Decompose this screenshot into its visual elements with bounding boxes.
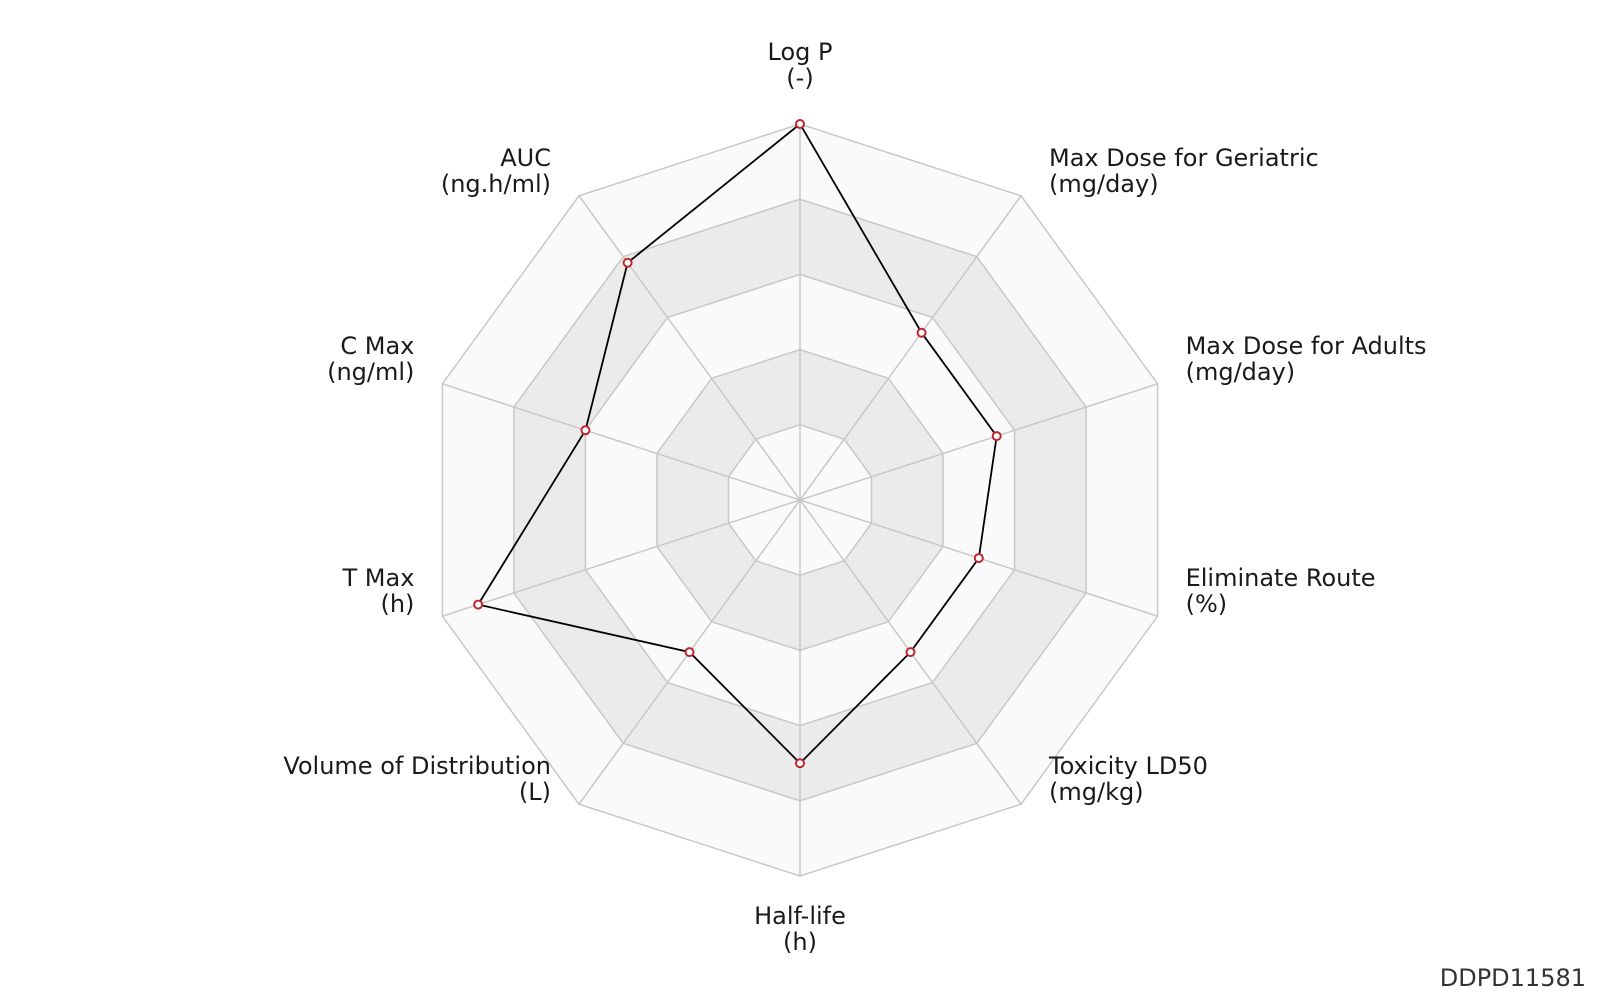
axis-label-unit: (h) (380, 590, 414, 618)
data-point-5 (795, 758, 805, 769)
radar-axis-labels: Log P(-)Max Dose for Geriatric(mg/day)Ma… (283, 38, 1426, 956)
axis-label-unit: (ng/ml) (327, 358, 414, 386)
data-point-3 (973, 553, 984, 564)
axis-label-unit: (h) (783, 928, 817, 956)
axis-label-unit: (mg/kg) (1049, 778, 1144, 806)
axis-label-name: Max Dose for Adults (1186, 332, 1427, 360)
spoke-7 (442, 499, 801, 617)
spoke-9 (578, 195, 801, 501)
spoke-2 (799, 383, 1158, 501)
axis-label-name: Max Dose for Geriatric (1049, 144, 1319, 172)
axis-label-unit: (L) (519, 778, 551, 806)
axis-label-unit: (%) (1186, 590, 1228, 618)
radar-spokes (442, 124, 1158, 876)
data-point-1 (916, 327, 927, 338)
data-point-4 (905, 647, 916, 658)
axis-label-name: Toxicity LD50 (1048, 752, 1208, 780)
axis-label-unit: (mg/day) (1186, 358, 1296, 386)
axis-label-name: Log P (768, 38, 833, 66)
axis-label-unit: (-) (786, 64, 813, 92)
axis-label-unit: (mg/day) (1049, 170, 1159, 198)
spoke-1 (799, 195, 1022, 501)
axis-label-name: Half-life (754, 902, 846, 930)
data-point-2 (991, 431, 1002, 442)
data-point-8 (580, 425, 591, 436)
data-point-6 (684, 647, 695, 658)
data-point-0 (795, 119, 805, 129)
axis-label-name: C Max (340, 332, 414, 360)
axis-label-name: Eliminate Route (1186, 564, 1376, 592)
axis-label-name: AUC (500, 144, 551, 172)
radar-series (473, 119, 1002, 769)
axis-label-name: T Max (341, 564, 414, 592)
data-point-7 (473, 599, 484, 610)
axis-label-unit: (ng.h/ml) (441, 170, 551, 198)
data-point-9 (622, 257, 633, 268)
chart-id-label: DDPD11581 (1439, 964, 1586, 992)
axis-label-name: Volume of Distribution (283, 752, 551, 780)
spoke-8 (442, 383, 801, 501)
